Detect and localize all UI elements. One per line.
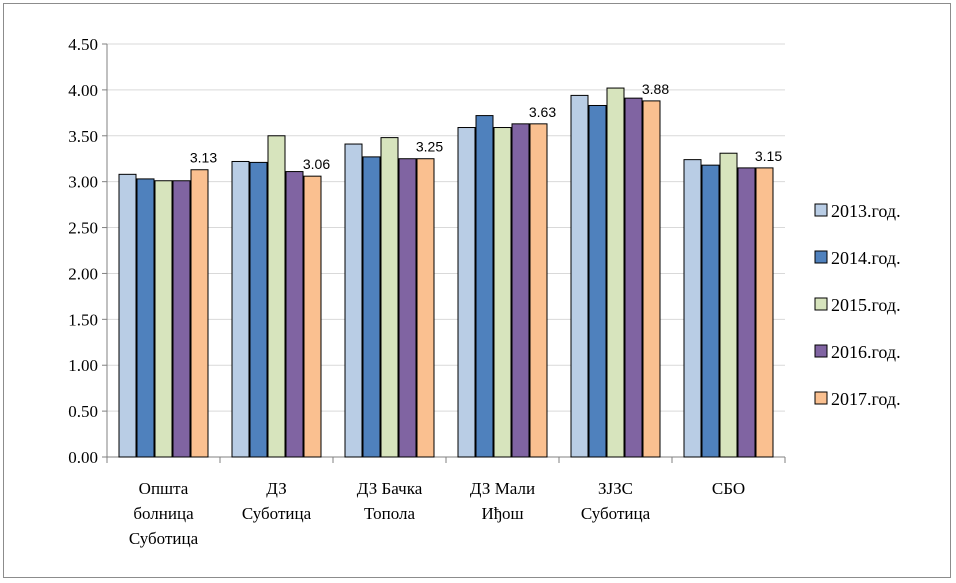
bar <box>493 127 512 458</box>
legend-swatch <box>814 250 828 264</box>
data-label: 3.13 <box>190 150 217 166</box>
bar <box>136 178 155 458</box>
y-tick-label: 0.50 <box>68 402 98 421</box>
chart-frame: 0.00 0.50 1.00 1.50 2.00 2.50 3.00 3.50 4.00 4.50… <box>3 3 951 578</box>
category-label: ДЗ Мали Иђош <box>470 479 535 523</box>
legend-swatch <box>814 203 828 217</box>
legend-swatch <box>814 297 828 311</box>
category-label-line: ЗЈЗС <box>598 479 633 498</box>
category-label: СБО <box>712 479 745 498</box>
category-label: ДЗ Суботица <box>242 479 312 523</box>
category-label-line: Суботица <box>129 529 199 548</box>
bar <box>683 159 702 458</box>
category-label-line: болница <box>133 504 194 523</box>
bar <box>457 127 476 458</box>
category-label-line: Иђош <box>481 504 523 523</box>
category-label-line: ДЗ Бачка <box>357 479 423 498</box>
bar-chart: 0.00 0.50 1.00 1.50 2.00 2.50 3.00 3.50 4.00 4.50… <box>68 35 901 548</box>
bar <box>701 164 720 458</box>
category-label-line: ДЗ <box>266 479 287 498</box>
bar <box>511 123 530 458</box>
y-tick-label: 1.00 <box>68 356 98 375</box>
y-tick-label: 1.50 <box>68 310 98 329</box>
bar <box>172 180 191 458</box>
legend-label: 2015.год. <box>831 295 901 315</box>
legend-label: 2014.год. <box>831 248 901 268</box>
bar <box>529 123 548 458</box>
y-tick-label: 2.50 <box>68 219 98 238</box>
bar <box>475 115 494 458</box>
data-label: 3.88 <box>642 81 669 97</box>
data-label: 3.15 <box>755 148 782 164</box>
legend-label: 2017.год. <box>831 389 901 409</box>
category-label-line: СБО <box>712 479 745 498</box>
y-tick-label: 4.00 <box>68 81 98 100</box>
legend-swatch <box>814 391 828 405</box>
bar <box>606 87 625 458</box>
category-label-line: ДЗ Мали <box>470 479 535 498</box>
bar <box>344 143 363 458</box>
bar <box>624 97 643 458</box>
bar <box>642 100 661 458</box>
category-label: ДЗ Бачка Топола <box>357 479 423 523</box>
category-label-line: Суботица <box>581 504 651 523</box>
bar <box>118 173 137 458</box>
y-tick-label: 3.50 <box>68 127 98 146</box>
bar <box>398 158 417 458</box>
bar <box>190 169 209 458</box>
bar <box>737 167 756 458</box>
category-label: Општа болница Суботица <box>129 479 199 548</box>
data-label: 3.25 <box>416 139 443 155</box>
y-tick-label: 2.00 <box>68 264 98 283</box>
category-label-line: Општа <box>139 479 189 498</box>
bar <box>231 160 250 458</box>
y-tick-label: 0.00 <box>68 448 98 467</box>
bar <box>416 158 435 458</box>
bar <box>267 135 286 458</box>
bar <box>380 137 399 458</box>
data-label: 3.06 <box>303 156 330 172</box>
bar <box>303 175 322 458</box>
legend-label: 2013.год. <box>831 201 901 221</box>
bar <box>285 171 304 458</box>
category-label: ЗЈЗС Суботица <box>581 479 651 523</box>
bar <box>588 104 607 458</box>
y-tick-label: 4.50 <box>68 35 98 54</box>
bar <box>249 161 268 458</box>
category-label-line: Топола <box>364 504 415 523</box>
category-label-line: Суботица <box>242 504 312 523</box>
bar <box>154 180 173 458</box>
legend-swatch <box>814 344 828 358</box>
bar <box>755 167 774 458</box>
bar <box>719 152 738 458</box>
y-tick-label: 3.00 <box>68 173 98 192</box>
legend-label: 2016.год. <box>831 342 901 362</box>
data-label: 3.63 <box>529 104 556 120</box>
bar <box>570 94 589 458</box>
bar <box>362 156 381 458</box>
